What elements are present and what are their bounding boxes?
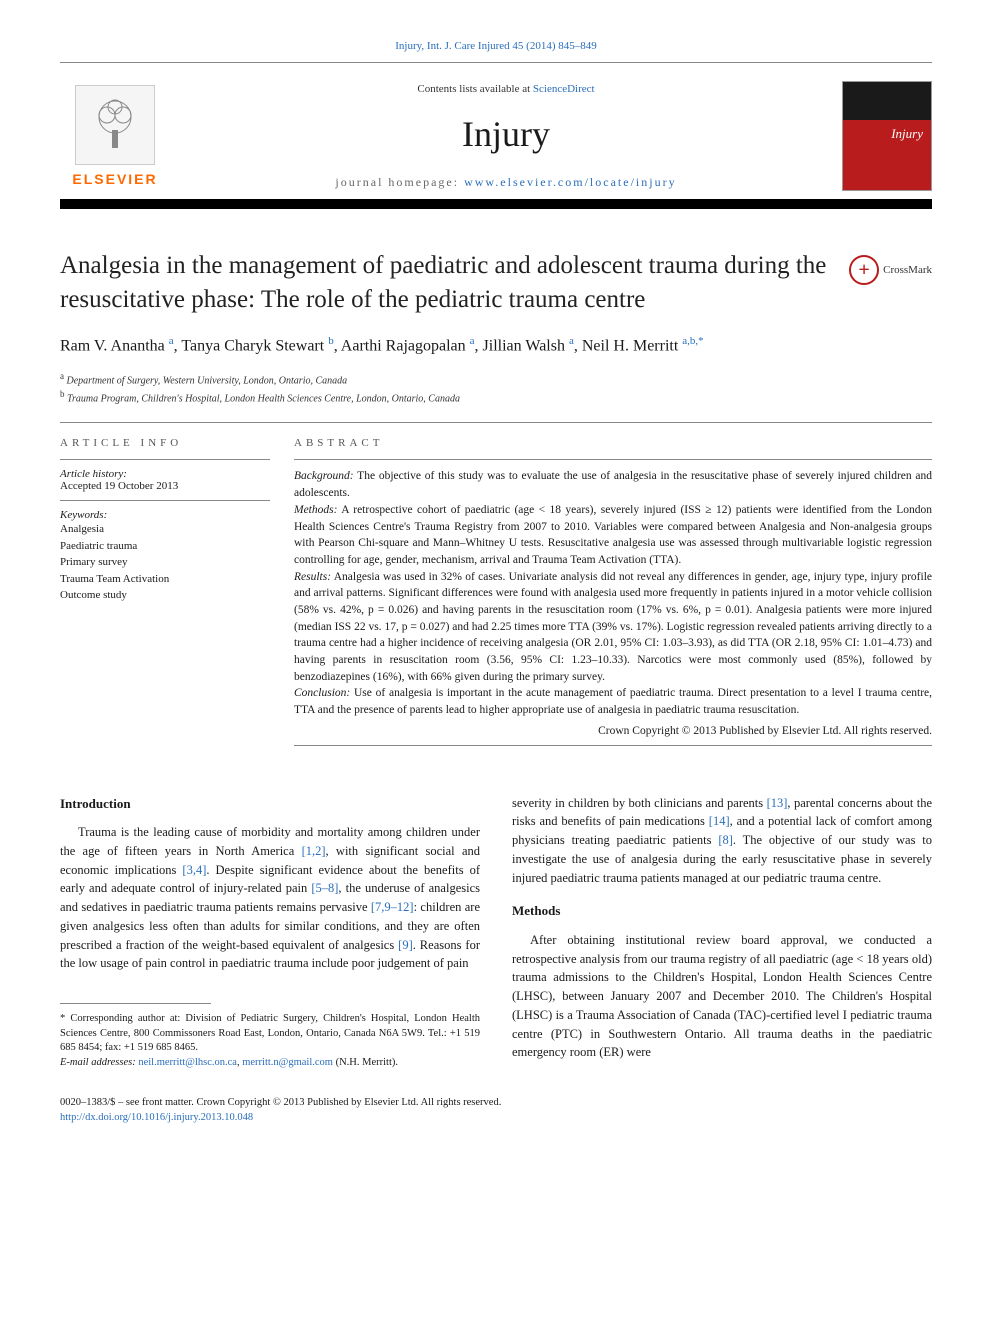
- introduction-continuation: severity in children by both clinicians …: [512, 794, 932, 888]
- introduction-paragraph: Trauma is the leading cause of morbidity…: [60, 823, 480, 973]
- contents-available: Contents lists available at ScienceDirec…: [170, 83, 842, 95]
- abstract-conclusion: Use of analgesia is important in the acu…: [294, 687, 932, 716]
- email-link[interactable]: merritt.n@gmail.com: [242, 1057, 333, 1068]
- publisher-logo[interactable]: ELSEVIER: [60, 85, 170, 187]
- journal-cover-thumbnail[interactable]: [842, 81, 932, 191]
- journal-name: Injury: [170, 113, 842, 155]
- homepage-link[interactable]: www.elsevier.com/locate/injury: [464, 175, 677, 189]
- author-list: Ram V. Anantha a, Tanya Charyk Stewart b…: [60, 333, 932, 358]
- masthead: ELSEVIER Contents lists available at Sci…: [60, 62, 932, 209]
- elsevier-tree-icon: [75, 85, 155, 165]
- abstract: ABSTRACT Background: The objective of th…: [294, 437, 932, 753]
- column-left: Introduction Trauma is the leading cause…: [60, 794, 480, 1073]
- keyword: Primary survey: [60, 554, 270, 571]
- methods-paragraph: After obtaining institutional review boa…: [512, 931, 932, 1062]
- abstract-background: The objective of this study was to evalu…: [294, 470, 932, 499]
- journal-citation: Injury, Int. J. Care Injured 45 (2014) 8…: [60, 40, 932, 52]
- citation-link[interactable]: [3,4]: [182, 863, 206, 877]
- crossmark-badge[interactable]: + CrossMark: [849, 255, 932, 285]
- citation-link[interactable]: [1,2]: [302, 844, 326, 858]
- keyword: Analgesia: [60, 521, 270, 538]
- doi-link[interactable]: http://dx.doi.org/10.1016/j.injury.2013.…: [60, 1112, 253, 1123]
- page-footer: 0020–1383/$ – see front matter. Crown Co…: [60, 1096, 932, 1125]
- keyword: Trauma Team Activation: [60, 571, 270, 588]
- crossmark-icon: +: [849, 255, 879, 285]
- keywords-list: Analgesia Paediatric trauma Primary surv…: [60, 521, 270, 604]
- abstract-copyright: Crown Copyright © 2013 Published by Else…: [294, 725, 932, 737]
- footnote-separator: [60, 1003, 211, 1004]
- article-info-sidebar: ARTICLE INFO Article history: Accepted 1…: [60, 437, 270, 753]
- abstract-background-label: Background:: [294, 470, 354, 482]
- abstract-conclusion-label: Conclusion:: [294, 687, 350, 699]
- citation-link[interactable]: [9]: [398, 938, 413, 952]
- methods-heading: Methods: [512, 901, 932, 921]
- introduction-heading: Introduction: [60, 794, 480, 814]
- column-right: severity in children by both clinicians …: [512, 794, 932, 1073]
- abstract-methods: A retrospective cohort of paediatric (ag…: [294, 504, 932, 566]
- citation-link[interactable]: [8]: [718, 833, 733, 847]
- citation-link[interactable]: [7,9–12]: [371, 900, 414, 914]
- keyword: Paediatric trauma: [60, 538, 270, 555]
- keyword: Outcome study: [60, 587, 270, 604]
- citation-link[interactable]: [14]: [709, 814, 730, 828]
- citation-link[interactable]: [5–8]: [311, 881, 338, 895]
- abstract-results: Analgesia was used in 32% of cases. Univ…: [294, 571, 932, 683]
- abstract-label: ABSTRACT: [294, 437, 932, 449]
- front-matter-line: 0020–1383/$ – see front matter. Crown Co…: [60, 1096, 932, 1111]
- citation-link[interactable]: [13]: [767, 796, 788, 810]
- body-text: Introduction Trauma is the leading cause…: [60, 794, 932, 1073]
- article-title: Analgesia in the management of paediatri…: [60, 249, 829, 317]
- publisher-name: ELSEVIER: [60, 171, 170, 187]
- abstract-results-label: Results:: [294, 571, 331, 583]
- journal-homepage: journal homepage: www.elsevier.com/locat…: [170, 175, 842, 190]
- history-label: Article history:: [60, 468, 270, 480]
- history-value: Accepted 19 October 2013: [60, 480, 270, 492]
- masthead-divider: [60, 199, 932, 209]
- corresponding-author-footnote: * Corresponding author at: Division of P…: [60, 1012, 480, 1071]
- separator: [60, 422, 932, 423]
- keywords-label: Keywords:: [60, 509, 270, 521]
- sciencedirect-link[interactable]: ScienceDirect: [533, 83, 595, 95]
- affiliations: a Department of Surgery, Western Univers…: [60, 370, 932, 407]
- crossmark-label: CrossMark: [883, 264, 932, 276]
- article-info-label: ARTICLE INFO: [60, 437, 270, 449]
- email-link[interactable]: neil.merritt@lhsc.on.ca: [138, 1057, 237, 1068]
- abstract-methods-label: Methods:: [294, 504, 337, 516]
